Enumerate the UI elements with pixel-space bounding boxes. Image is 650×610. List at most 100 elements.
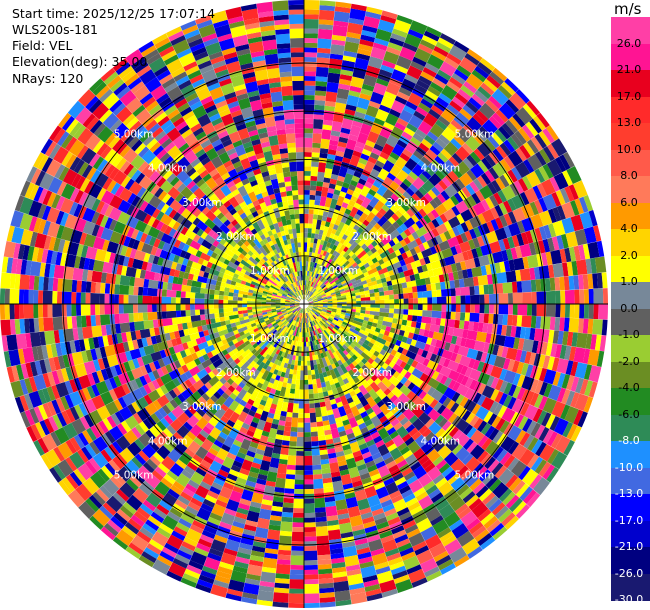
velocity-cell <box>407 292 414 299</box>
velocity-cell <box>86 427 97 442</box>
velocity-cell <box>387 402 397 411</box>
velocity-cell <box>358 442 368 451</box>
velocity-cell <box>456 224 465 235</box>
velocity-cell <box>278 356 284 362</box>
velocity-cell <box>311 369 316 375</box>
velocity-cell <box>335 499 348 511</box>
velocity-cell <box>349 441 361 454</box>
velocity-cell <box>347 22 364 35</box>
velocity-cell <box>306 296 310 301</box>
velocity-cell <box>200 503 214 513</box>
velocity-cell <box>232 565 248 574</box>
velocity-cell <box>261 304 271 307</box>
velocity-cell <box>129 348 142 360</box>
velocity-cell <box>418 75 433 86</box>
velocity-cell <box>407 382 416 391</box>
velocity-cell <box>189 524 204 534</box>
velocity-cell <box>133 510 148 524</box>
velocity-cell <box>319 320 328 329</box>
velocity-cell <box>528 242 537 256</box>
velocity-cell <box>199 252 211 262</box>
velocity-cell <box>228 400 240 412</box>
velocity-cell <box>418 424 429 435</box>
velocity-cell <box>274 582 290 589</box>
velocity-cell <box>552 206 562 222</box>
velocity-cell <box>379 307 390 313</box>
velocity-cell <box>168 389 178 399</box>
velocity-cell <box>232 307 238 312</box>
velocity-cell <box>474 89 489 103</box>
velocity-cell <box>379 291 385 296</box>
velocity-cell <box>384 423 394 432</box>
velocity-cell <box>384 399 393 408</box>
velocity-cell <box>293 310 298 315</box>
velocity-cell <box>505 474 519 489</box>
velocity-cell <box>468 521 484 535</box>
velocity-cell <box>9 288 20 304</box>
velocity-cell <box>406 208 415 218</box>
velocity-cell <box>574 393 589 412</box>
velocity-cell <box>428 421 442 435</box>
velocity-cell <box>357 280 368 287</box>
velocity-cell <box>316 363 323 374</box>
velocity-cell <box>173 526 188 537</box>
velocity-cell <box>168 562 187 578</box>
velocity-cell <box>462 157 474 170</box>
velocity-cell <box>248 316 259 322</box>
velocity-cell <box>69 379 78 393</box>
velocity-cell <box>161 289 167 297</box>
velocity-cell <box>379 311 390 318</box>
velocity-cell <box>304 28 319 34</box>
velocity-cell <box>305 290 310 300</box>
velocity-cell <box>223 299 229 304</box>
velocity-cell <box>418 142 430 153</box>
velocity-cell <box>55 381 69 398</box>
velocity-cell <box>362 25 378 34</box>
velocity-cell <box>414 340 426 350</box>
velocity-cell <box>513 257 525 271</box>
velocity-cell <box>511 194 526 210</box>
velocity-cell <box>115 529 134 547</box>
velocity-cell <box>283 331 288 337</box>
velocity-cell <box>321 260 326 266</box>
velocity-cell <box>387 285 394 291</box>
velocity-cell <box>304 185 311 191</box>
velocity-cell <box>126 226 135 238</box>
velocity-cell <box>278 325 287 334</box>
velocity-cell <box>464 219 474 231</box>
velocity-cell <box>285 308 291 311</box>
velocity-cell <box>337 329 343 334</box>
velocity-cell <box>344 342 350 348</box>
velocity-cell <box>154 466 167 478</box>
velocity-cell <box>183 328 190 336</box>
velocity-cell <box>367 156 378 165</box>
velocity-cell <box>272 501 284 508</box>
velocity-cell <box>385 411 394 420</box>
velocity-cell <box>116 488 130 502</box>
velocity-cell <box>359 123 372 136</box>
velocity-cell <box>377 226 386 235</box>
velocity-cell <box>310 316 314 321</box>
velocity-cell <box>552 220 566 237</box>
velocity-cell <box>307 306 312 310</box>
velocity-cell <box>471 525 487 539</box>
velocity-cell <box>246 324 252 330</box>
velocity-cell <box>319 313 325 317</box>
velocity-cell <box>290 299 300 303</box>
velocity-cell <box>252 293 263 298</box>
velocity-cell <box>392 529 407 539</box>
velocity-cell <box>308 304 314 306</box>
velocity-cell <box>66 316 73 329</box>
velocity-cell <box>532 115 546 131</box>
velocity-cell <box>95 200 105 214</box>
velocity-cell <box>191 280 202 288</box>
velocity-cell <box>269 317 275 322</box>
velocity-cell <box>383 316 394 323</box>
velocity-cell <box>254 453 264 460</box>
velocity-cell <box>218 329 229 337</box>
velocity-cell <box>113 342 126 355</box>
velocity-cell <box>271 505 283 512</box>
velocity-cell <box>288 339 293 345</box>
velocity-cell <box>76 280 82 293</box>
velocity-cell <box>582 348 591 365</box>
